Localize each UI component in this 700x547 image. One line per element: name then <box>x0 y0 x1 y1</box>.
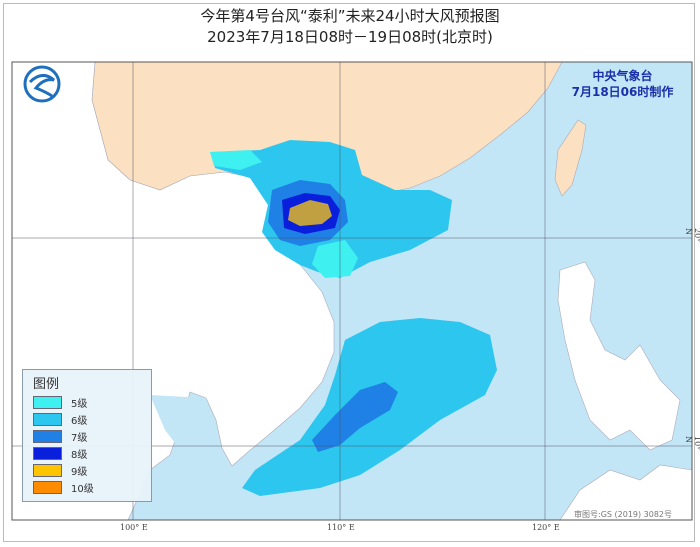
issue-time: 7月18日06时制作 <box>571 85 674 99</box>
title-line2: 2023年7月18日08时－19日08时(北京时) <box>207 28 493 46</box>
approval-number: 审图号:GS (2019) 3082号 <box>574 510 673 519</box>
legend-swatch <box>33 464 62 477</box>
legend-swatch <box>33 413 62 426</box>
legend-item: 9级 <box>33 462 141 479</box>
lat-label-10: 10° N <box>684 436 700 451</box>
cma-logo-icon <box>23 65 61 103</box>
borneo <box>559 464 692 520</box>
legend-item: 7级 <box>33 428 141 445</box>
wind-zone-5-hainan <box>312 240 358 278</box>
wind-zone-5-north <box>210 150 262 170</box>
gulf-of-thailand <box>150 395 212 455</box>
legend-swatch <box>33 481 62 494</box>
map-title: 今年第4号台风“泰利”未来24小时大风预报图 2023年7月18日08时－19日… <box>0 6 700 48</box>
lon-label-110: 110° E <box>327 523 355 532</box>
legend-label: 5级 <box>71 399 88 410</box>
lon-label-100: 100° E <box>120 523 148 532</box>
legend-item: 8级 <box>33 445 141 462</box>
legend-swatch <box>33 396 62 409</box>
legend-label: 8级 <box>71 450 88 461</box>
legend-item: 5级 <box>33 394 141 411</box>
title-line1: 今年第4号台风“泰利”未来24小时大风预报图 <box>200 7 500 25</box>
lat-label-20: 20° N <box>684 228 700 243</box>
legend-label: 6级 <box>71 416 88 427</box>
legend-swatch <box>33 447 62 460</box>
legend-label: 7级 <box>71 433 88 444</box>
agency-label: 中央气象台 7月18日06时制作 <box>560 68 685 100</box>
wind-zone-7-south <box>312 382 398 452</box>
legend-label: 9级 <box>71 467 88 478</box>
wind-zone-9-north <box>288 200 332 226</box>
legend-item: 6级 <box>33 411 141 428</box>
philippines <box>557 261 681 451</box>
taiwan-island <box>554 119 587 197</box>
map-frame <box>3 3 695 542</box>
agency-name: 中央气象台 <box>592 69 653 83</box>
legend: 图例 5级 6级 7级 8级 9级 10级 <box>22 369 152 502</box>
lon-label-120: 120° E <box>532 523 560 532</box>
legend-label: 10级 <box>71 484 94 495</box>
legend-item: 10级 <box>33 479 141 496</box>
legend-swatch <box>33 430 62 443</box>
wind-areas <box>210 140 497 496</box>
legend-title: 图例 <box>33 377 60 392</box>
